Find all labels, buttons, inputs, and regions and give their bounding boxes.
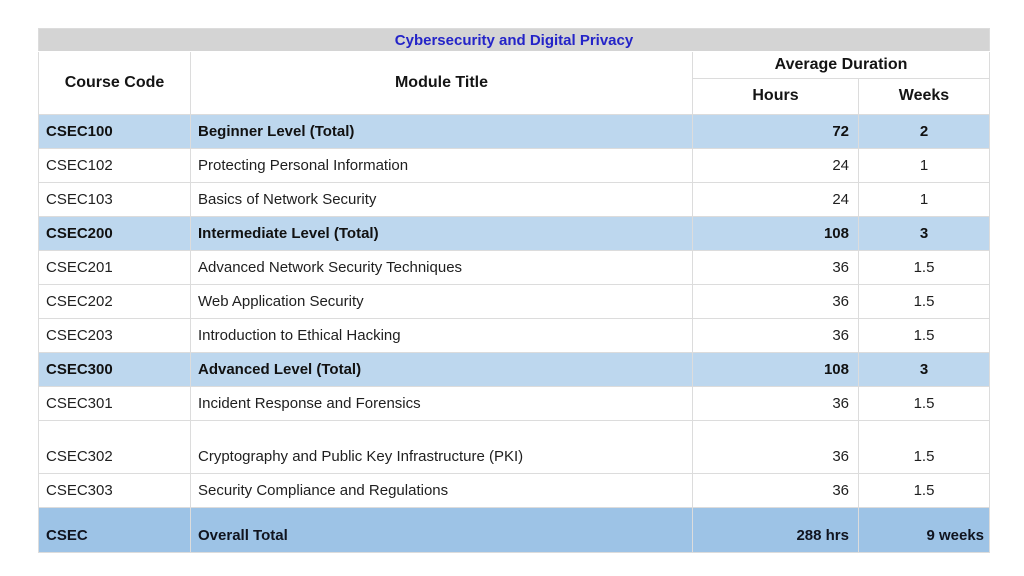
module-title-cell: Security Compliance and Regulations — [190, 473, 693, 508]
col-header-hours: Hours — [692, 78, 859, 115]
weeks-cell: 1.5 — [858, 420, 990, 474]
table: Cybersecurity and Digital Privacy Course… — [38, 28, 990, 553]
weeks-cell: 9 weeks — [858, 507, 990, 553]
weeks-cell: 3 — [858, 216, 990, 251]
col-header-weeks: Weeks — [858, 78, 990, 115]
weeks-cell: 2 — [858, 114, 990, 149]
hours-cell: 24 — [692, 182, 859, 217]
course-code-cell: CSEC302 — [38, 420, 191, 474]
course-code-cell: CSEC203 — [38, 318, 191, 353]
weeks-cell: 1.5 — [858, 318, 990, 353]
course-code-cell: CSEC103 — [38, 182, 191, 217]
hours-cell: 36 — [692, 250, 859, 285]
hours-cell: 108 — [692, 352, 859, 387]
weeks-cell: 1.5 — [858, 284, 990, 319]
table-row: CSEC100 Beginner Level (Total) 72 2 — [38, 114, 990, 149]
hours-cell: 288 hrs — [692, 507, 859, 553]
table-row: CSEC200 Intermediate Level (Total) 108 3 — [38, 216, 990, 251]
course-code-cell: CSEC102 — [38, 148, 191, 183]
col-header-course-code: Course Code — [38, 51, 191, 115]
table-body: CSEC100 Beginner Level (Total) 72 2 CSEC102 P… — [38, 114, 990, 553]
title-row: Cybersecurity and Digital Privacy — [38, 28, 990, 52]
course-duration-table: Cybersecurity and Digital Privacy Course… — [38, 28, 990, 553]
hours-cell: 108 — [692, 216, 859, 251]
course-code-cell: CSEC202 — [38, 284, 191, 319]
course-code-cell: CSEC100 — [38, 114, 191, 149]
module-title-cell: Incident Response and Forensics — [190, 386, 693, 421]
header-row-sub: Hours Weeks — [39, 78, 990, 115]
table-row: CSEC302 Cryptography and Public Key Infra… — [38, 420, 990, 474]
course-code-cell: CSEC200 — [38, 216, 191, 251]
weeks-cell: 1.5 — [858, 473, 990, 508]
weeks-cell: 1.5 — [858, 386, 990, 421]
module-title-cell: Intermediate Level (Total) — [190, 216, 693, 251]
hours-cell: 36 — [692, 386, 859, 421]
weeks-cell: 1 — [858, 182, 990, 217]
header-row-top: Course Code Module Title Average Duratio… — [38, 51, 990, 115]
table-row: CSEC202 Web Application Security 36 1.5 — [38, 284, 990, 319]
hours-cell: 36 — [692, 420, 859, 474]
module-title-cell: Basics of Network Security — [190, 182, 693, 217]
module-title-cell: Protecting Personal Information — [190, 148, 693, 183]
table-header: Cybersecurity and Digital Privacy Course… — [38, 28, 990, 115]
table-row: CSEC300 Advanced Level (Total) 108 3 — [38, 352, 990, 387]
table-row: CSEC301 Incident Response and Forensics 36… — [38, 386, 990, 421]
hours-cell: 72 — [692, 114, 859, 149]
table-row: CSEC203 Introduction to Ethical Hacking 36… — [38, 318, 990, 353]
table-row: CSEC303 Security Compliance and Regulatio… — [38, 473, 990, 508]
module-title-cell: Overall Total — [190, 507, 693, 553]
hours-cell: 24 — [692, 148, 859, 183]
hours-cell: 36 — [692, 473, 859, 508]
module-title-cell: Beginner Level (Total) — [190, 114, 693, 149]
module-title-cell: Web Application Security — [190, 284, 693, 319]
module-title-cell: Cryptography and Public Key Infrastructu… — [190, 420, 693, 474]
weeks-cell: 1.5 — [858, 250, 990, 285]
table-row: CSEC102 Protecting Personal Information 24… — [38, 148, 990, 183]
table-title: Cybersecurity and Digital Privacy — [38, 28, 990, 52]
module-title-cell: Advanced Level (Total) — [190, 352, 693, 387]
weeks-cell: 3 — [858, 352, 990, 387]
course-code-cell: CSEC303 — [38, 473, 191, 508]
col-header-average-duration: Average Duration — [692, 51, 990, 79]
module-title-cell: Introduction to Ethical Hacking — [190, 318, 693, 353]
course-code-cell: CSEC — [38, 507, 191, 553]
hours-cell: 36 — [692, 284, 859, 319]
course-code-cell: CSEC300 — [38, 352, 191, 387]
table-row: CSEC103 Basics of Network Security 24 1 — [38, 182, 990, 217]
module-title-cell: Advanced Network Security Techniques — [190, 250, 693, 285]
table-row: CSEC Overall Total 288 hrs 9 weeks — [38, 507, 990, 553]
course-code-cell: CSEC301 — [38, 386, 191, 421]
col-header-module-title: Module Title — [190, 51, 693, 115]
weeks-cell: 1 — [858, 148, 990, 183]
hours-cell: 36 — [692, 318, 859, 353]
course-code-cell: CSEC201 — [38, 250, 191, 285]
table-row: CSEC201 Advanced Network Security Techniq… — [38, 250, 990, 285]
